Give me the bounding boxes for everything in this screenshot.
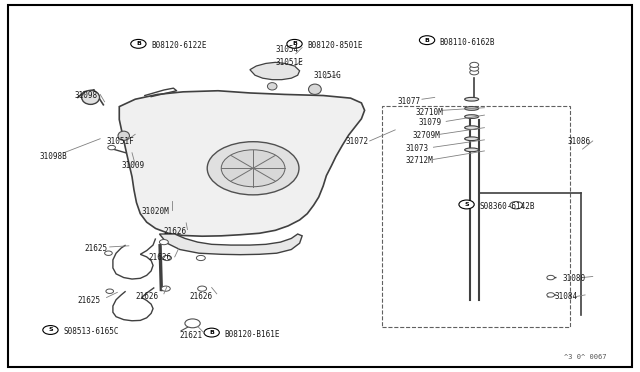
Text: 21626: 21626 — [189, 292, 212, 301]
Text: 32709M: 32709M — [412, 131, 440, 140]
Circle shape — [470, 66, 479, 71]
Text: 21626: 21626 — [135, 292, 158, 301]
Ellipse shape — [82, 90, 100, 105]
Circle shape — [470, 70, 479, 75]
Circle shape — [547, 275, 554, 280]
Text: B08120-8501E: B08120-8501E — [307, 41, 363, 50]
Polygon shape — [250, 62, 300, 80]
Text: 31079: 31079 — [419, 118, 442, 127]
Circle shape — [163, 256, 172, 260]
Circle shape — [198, 286, 207, 291]
Text: 31054: 31054 — [275, 45, 298, 54]
Text: S08360-6142B: S08360-6142B — [479, 202, 535, 211]
Ellipse shape — [465, 115, 479, 118]
Circle shape — [108, 145, 115, 150]
Text: 21625: 21625 — [84, 244, 108, 253]
Circle shape — [470, 62, 479, 67]
Text: 31098B: 31098B — [40, 152, 67, 161]
Circle shape — [104, 251, 112, 256]
Text: B: B — [424, 38, 429, 43]
Circle shape — [419, 36, 435, 45]
Circle shape — [510, 202, 523, 209]
Text: 31051G: 31051G — [314, 71, 341, 80]
Text: 31086: 31086 — [567, 137, 590, 146]
Circle shape — [159, 240, 168, 245]
Text: S: S — [464, 202, 469, 207]
Polygon shape — [119, 91, 365, 236]
Circle shape — [106, 289, 113, 294]
Text: 31084: 31084 — [554, 292, 578, 301]
Text: 31051E: 31051E — [275, 58, 303, 67]
Text: 31020M: 31020M — [141, 207, 170, 217]
Text: B: B — [136, 41, 141, 46]
Circle shape — [287, 39, 302, 48]
Text: 31080: 31080 — [562, 274, 585, 283]
Circle shape — [131, 39, 146, 48]
Text: 21626: 21626 — [148, 253, 171, 263]
Text: B08110-6162B: B08110-6162B — [440, 38, 495, 46]
Polygon shape — [159, 234, 302, 255]
Ellipse shape — [308, 84, 321, 94]
Circle shape — [43, 326, 58, 334]
Text: 31009: 31009 — [121, 161, 144, 170]
Circle shape — [161, 286, 170, 291]
Ellipse shape — [465, 126, 479, 129]
Text: 31073: 31073 — [405, 144, 429, 153]
Circle shape — [204, 328, 220, 337]
Text: 31098: 31098 — [75, 91, 98, 100]
Text: 31077: 31077 — [397, 97, 421, 106]
Text: 31051F: 31051F — [106, 137, 134, 146]
Ellipse shape — [465, 137, 479, 141]
Ellipse shape — [465, 107, 479, 110]
Text: 31072: 31072 — [346, 137, 369, 146]
Circle shape — [185, 319, 200, 328]
Text: B08120-B161E: B08120-B161E — [225, 330, 280, 339]
Text: S08513-6165C: S08513-6165C — [63, 327, 118, 336]
Circle shape — [221, 150, 285, 187]
Circle shape — [196, 256, 205, 260]
Text: S: S — [48, 327, 52, 333]
Text: 32710M: 32710M — [415, 108, 444, 117]
Text: ^3 0^ 0067: ^3 0^ 0067 — [564, 353, 607, 359]
Text: 21625: 21625 — [78, 296, 101, 305]
Bar — [383, 106, 570, 327]
Text: 21621: 21621 — [180, 331, 203, 340]
Circle shape — [207, 142, 299, 195]
Circle shape — [547, 293, 554, 297]
Text: B: B — [209, 330, 214, 335]
Ellipse shape — [465, 148, 479, 152]
Ellipse shape — [118, 131, 129, 140]
Text: 32712M: 32712M — [405, 156, 433, 166]
Ellipse shape — [465, 97, 479, 101]
Ellipse shape — [268, 83, 277, 90]
Text: B08120-6122E: B08120-6122E — [151, 41, 207, 50]
Circle shape — [459, 200, 474, 209]
Text: 21626: 21626 — [164, 227, 187, 235]
Text: B: B — [292, 41, 297, 46]
